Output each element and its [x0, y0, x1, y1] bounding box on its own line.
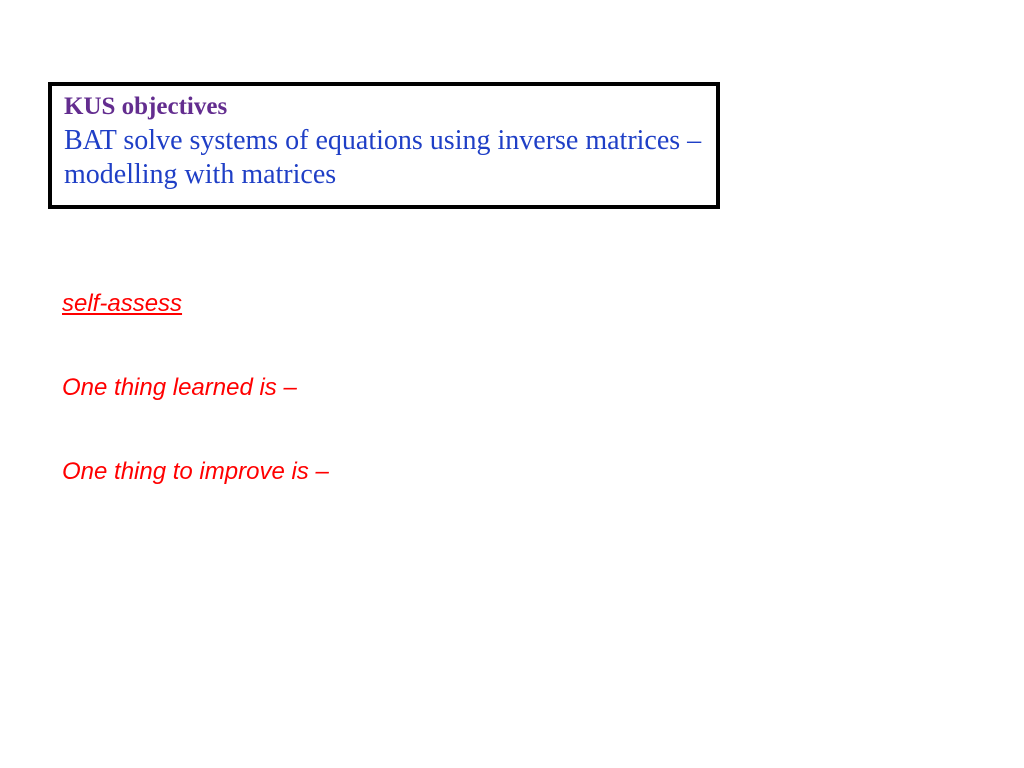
objectives-box: KUS objectives BAT solve systems of equa…: [48, 82, 720, 209]
one-thing-improve: One thing to improve is –: [62, 458, 329, 486]
kus-objectives-label: KUS objectives: [64, 92, 704, 122]
bat-objective-text: BAT solve systems of equations using inv…: [64, 124, 704, 191]
self-assess-heading: self-assess: [62, 290, 182, 318]
one-thing-learned: One thing learned is –: [62, 374, 297, 402]
